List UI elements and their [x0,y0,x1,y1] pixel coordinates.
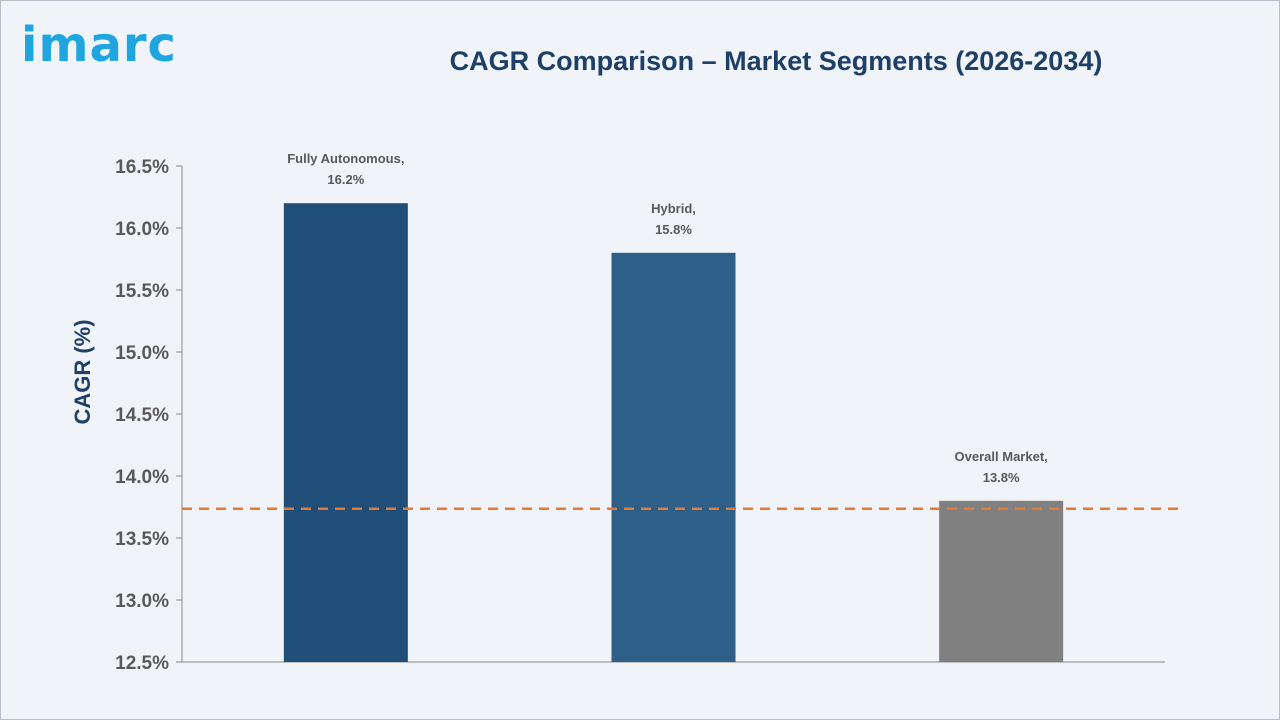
y-axis-title: CAGR (%) [70,319,95,424]
data-label: Fully Autonomous, [287,151,404,166]
bar-fully-autonomous [283,203,408,662]
data-label: Overall Market, [955,449,1048,464]
data-label: 16.2% [327,172,364,187]
y-tick-label: 12.5% [115,653,169,674]
bar-hybrid [611,252,736,663]
y-tick-label: 16.5% [115,157,169,178]
imarc-logo: imarc [21,17,177,73]
y-tick-label: 15.0% [115,343,169,364]
chart-title: CAGR Comparison – Market Segments (2026-… [449,46,1103,76]
data-label: 15.8% [655,222,692,237]
data-label: Hybrid, [651,201,696,216]
y-tick-label: 15.5% [115,281,169,302]
y-tick-label: 13.5% [115,529,169,550]
y-tick-label: 13.0% [115,591,169,612]
y-tick-label: 16.0% [115,219,169,240]
y-tick-label: 14.0% [115,467,169,488]
y-tick-label: 14.5% [115,405,169,426]
bar-overall-market [939,500,1064,662]
data-label: 13.8% [983,470,1020,485]
